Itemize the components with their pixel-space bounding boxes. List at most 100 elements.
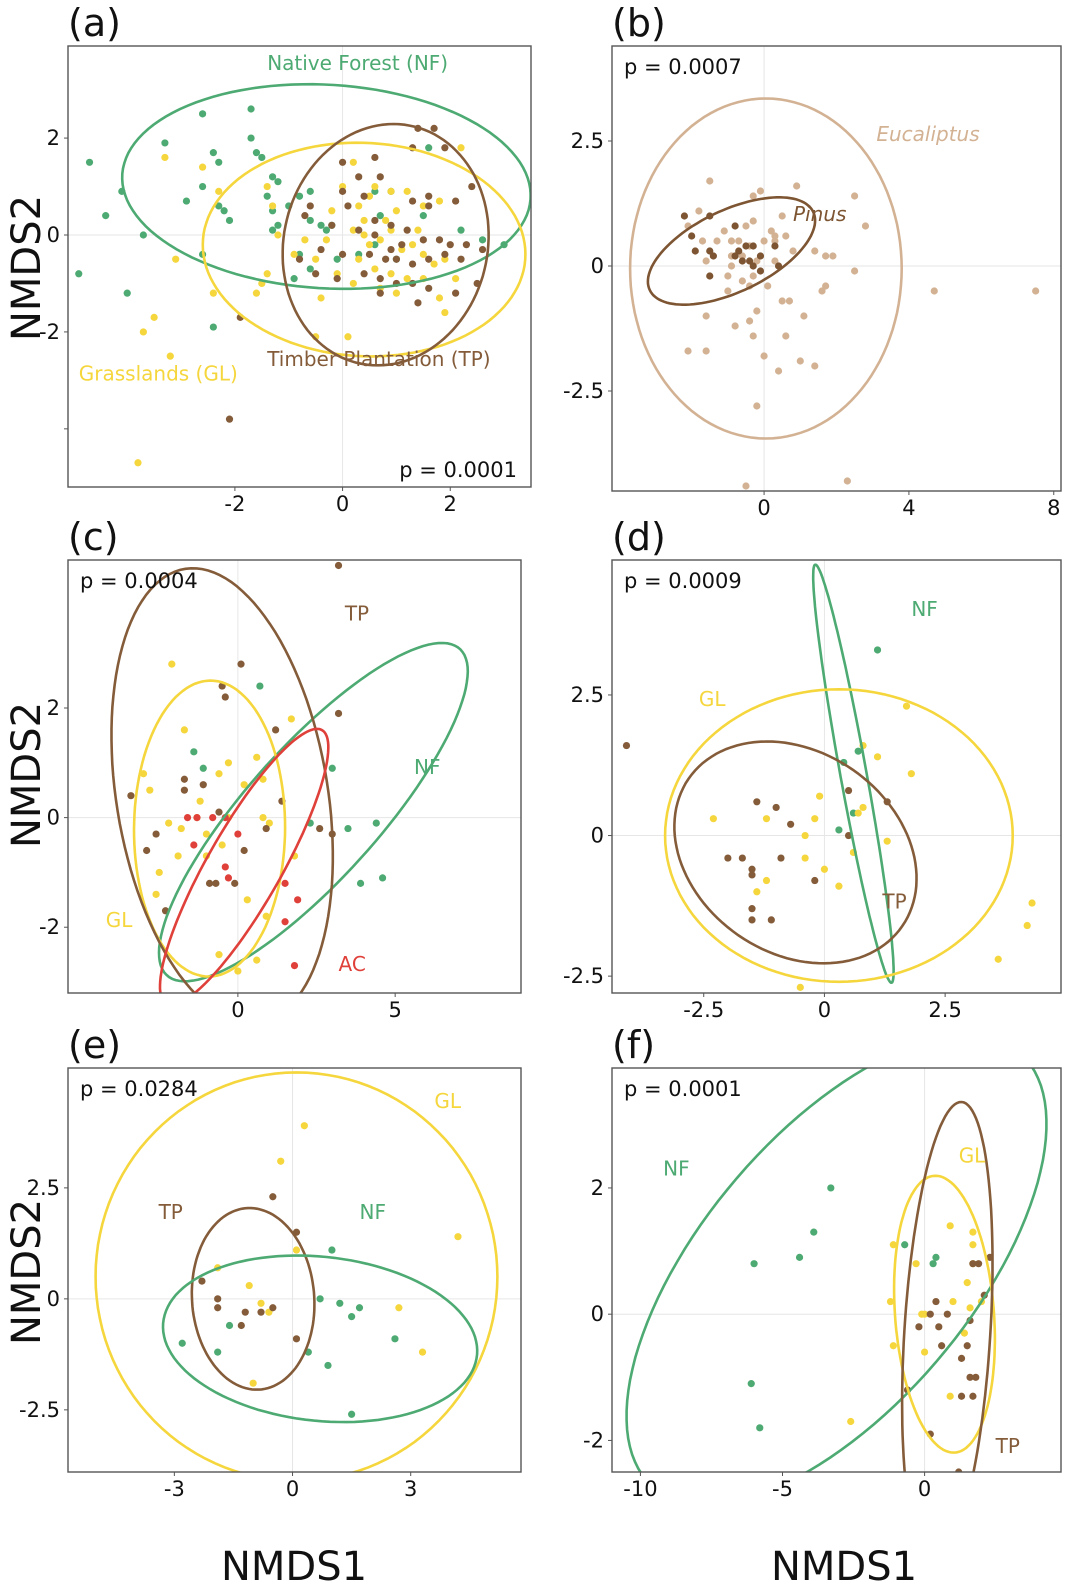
point-TP: [376, 289, 384, 297]
point-AC: [234, 830, 242, 838]
point-NF: [328, 764, 336, 772]
point-NF: [199, 764, 207, 772]
point-Eucaliptus: [760, 352, 768, 360]
y-axis-title-row3: NMDS2: [4, 1199, 50, 1345]
point-GL: [889, 1342, 897, 1350]
plot-area: [75, 82, 531, 467]
point-TP: [767, 916, 775, 924]
point-GL: [811, 815, 819, 823]
point-Pinus: [735, 247, 743, 255]
point-GL: [912, 1260, 920, 1268]
point-GL: [365, 192, 374, 200]
point-NF: [348, 1313, 356, 1321]
point-NF: [376, 212, 384, 220]
point-Eucaliptus: [749, 217, 757, 225]
ellipse-AC: [158, 727, 330, 993]
point-Eucaliptus: [796, 357, 804, 365]
point-GL: [1028, 899, 1036, 907]
point-GL: [820, 865, 829, 873]
point-TP: [966, 1373, 974, 1381]
point-GL: [430, 260, 438, 268]
point-TP: [425, 192, 433, 200]
point-GL: [292, 1246, 301, 1254]
point-NF: [355, 1304, 364, 1312]
point-Eucaliptus: [822, 282, 830, 290]
point-TP: [240, 846, 248, 855]
point-Eucaliptus: [782, 232, 790, 240]
point-GL: [966, 1304, 974, 1312]
panel-e: (e) GL TP NF -3 0 3 -2.5 0 2.5 p = 0.0284: [19, 1023, 522, 1501]
point-GL: [180, 726, 188, 734]
point-GL: [139, 770, 148, 778]
x-tick-label: -10: [623, 1477, 657, 1501]
point-TP: [152, 830, 160, 838]
point-Eucaliptus: [930, 287, 938, 295]
point-Eucaliptus: [800, 312, 808, 320]
point-AC: [190, 841, 198, 849]
p-value: p = 0.0004: [80, 569, 198, 593]
point-GL: [801, 831, 809, 840]
point-NF: [225, 1321, 234, 1330]
point-Eucaliptus: [789, 247, 797, 255]
point-GL: [395, 1304, 403, 1312]
x-tick-label: 0: [918, 1477, 931, 1501]
point-GL: [873, 753, 882, 761]
point-AC: [209, 814, 217, 822]
point-GL: [198, 163, 207, 171]
point-TP: [446, 241, 454, 249]
point-NF: [333, 255, 341, 263]
point-Eucaliptus: [724, 287, 732, 295]
point-GL: [344, 333, 352, 341]
panel-d: (d) NF GL TP -2.5 0 2.5 -2.5 0 2.5 p = 0.0009: [563, 515, 1062, 1022]
point-GL: [234, 967, 242, 975]
point-NF: [929, 1260, 937, 1268]
point-TP: [435, 236, 444, 244]
point-TP: [360, 270, 368, 278]
point-Eucaliptus: [778, 297, 786, 305]
p-value: p = 0.0001: [399, 458, 517, 482]
point-NF: [209, 323, 217, 331]
point-TP: [317, 245, 325, 254]
point-Eucaliptus: [702, 257, 710, 265]
point-GL: [328, 207, 336, 215]
panel-label: (c): [68, 515, 119, 559]
point-Pinus: [706, 272, 714, 280]
point-TP: [338, 187, 347, 195]
point-Pinus: [756, 267, 765, 275]
point-TP: [932, 1297, 940, 1306]
point-Eucaliptus: [742, 482, 750, 490]
point-Eucaliptus: [702, 347, 710, 355]
point-TP: [237, 660, 245, 668]
point-Eucaliptus: [753, 257, 761, 265]
point-GL: [172, 255, 180, 263]
group-label-NF: NF: [359, 1200, 385, 1224]
point-GL: [883, 837, 891, 845]
ellipse-GL: [94, 1071, 499, 1472]
p-value: p = 0.0284: [80, 1077, 198, 1101]
plot-area: [94, 1071, 499, 1472]
point-GL: [907, 770, 915, 778]
point-NF: [215, 202, 223, 210]
x-axis-title-left: NMDS1: [221, 1544, 367, 1587]
y-tick-label: 0: [47, 1287, 60, 1311]
point-TP: [441, 250, 449, 258]
point-TP: [214, 1295, 222, 1303]
point-NF: [425, 144, 433, 152]
panel-label: (d): [612, 515, 666, 559]
point-TP: [452, 289, 460, 297]
x-tick-label: 0: [336, 492, 349, 516]
point-GL: [946, 1392, 954, 1400]
point-GL: [349, 158, 357, 166]
point-TP: [419, 236, 427, 244]
point-TP: [926, 1310, 934, 1318]
point-TP: [462, 241, 470, 249]
point-GL: [259, 775, 267, 783]
point-NF: [214, 1348, 222, 1356]
point-GL: [403, 275, 411, 283]
point-TP: [198, 1277, 206, 1285]
point-GL: [146, 786, 154, 794]
x-tick-label: 8: [1047, 496, 1060, 520]
point-Eucaliptus: [753, 402, 761, 410]
point-GL: [134, 459, 142, 467]
point-Eucaliptus: [724, 272, 732, 280]
